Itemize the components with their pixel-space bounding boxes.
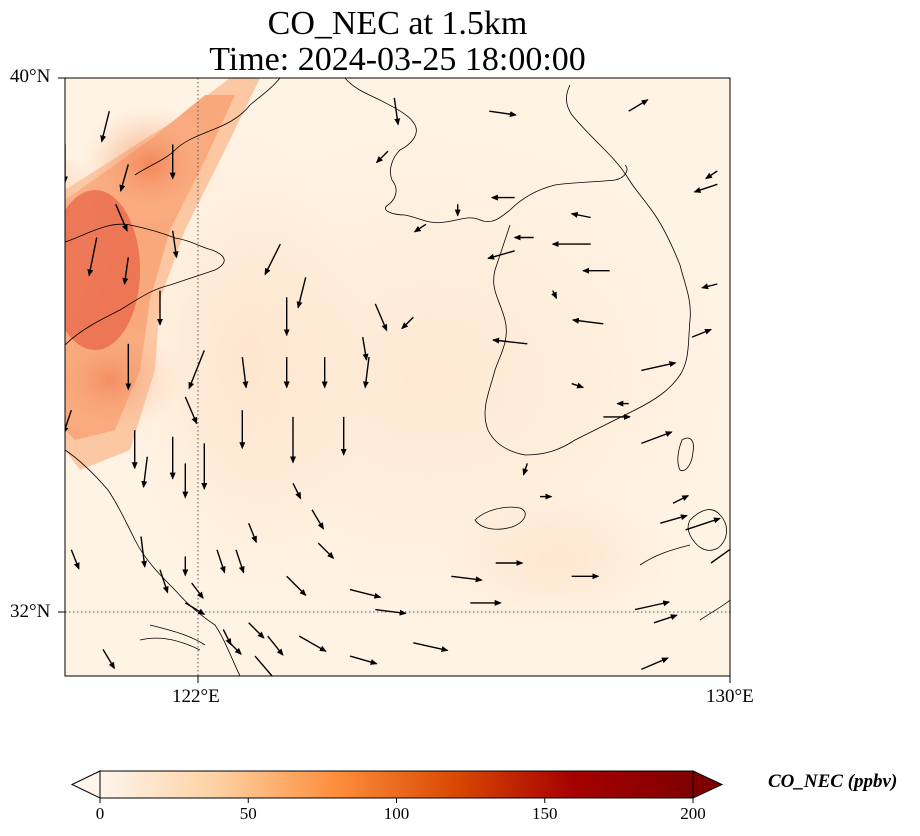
- colorbar-tick-label-0: 0: [95, 804, 105, 823]
- wind-arrow-72: [349, 588, 382, 599]
- wind-arrow-25: [296, 277, 307, 309]
- wind-arrow-81: [222, 629, 232, 646]
- lon-label-122e: 122°E: [172, 686, 220, 707]
- wind-arrow-93: [248, 622, 265, 639]
- wind-arrow-90: [159, 569, 169, 594]
- wind-arrow-27: [362, 336, 369, 361]
- wind-arrow-16: [184, 396, 198, 425]
- wind-arrow-2: [119, 164, 129, 192]
- wind-arrow-62: [522, 463, 529, 476]
- wind-arrow-37: [487, 250, 515, 260]
- colorbar-tick-label-1: 50: [239, 804, 257, 823]
- wind-arrow-33: [489, 110, 517, 118]
- wind-arrow-29: [375, 150, 389, 164]
- wind-arrow-67: [413, 642, 449, 653]
- wind-arrow-3: [115, 203, 128, 232]
- wind-arrow-53: [691, 328, 712, 338]
- wind-arrow-51: [693, 183, 718, 193]
- wind-arrow-54: [710, 548, 730, 564]
- wind-arrow-47: [641, 431, 673, 445]
- wind-arrow-83: [229, 642, 242, 655]
- wind-arrow-45: [641, 361, 677, 372]
- colorbar-extend-high: [692, 770, 724, 799]
- wind-arrow-57: [672, 494, 690, 504]
- wind-arrow-5: [87, 237, 98, 277]
- wind-arrow-22: [362, 357, 370, 389]
- colorbar-tick-label-4: 200: [680, 804, 706, 823]
- wind-arrow-1: [100, 111, 110, 143]
- wind-arrow-52: [701, 283, 718, 290]
- wind-arrow-28: [374, 303, 388, 332]
- wind-arrow-75: [254, 655, 273, 676]
- wind-arrow-17: [241, 357, 249, 389]
- wind-arrow-78: [248, 522, 257, 544]
- colorbar-extend-low: [70, 770, 101, 799]
- wind-arrow-66: [451, 575, 483, 583]
- wind-arrow-35: [401, 316, 414, 330]
- wind-arrow-69: [349, 655, 378, 665]
- map-frame: [64, 77, 731, 677]
- wind-arrow-40: [551, 290, 558, 300]
- wind-arrow-60: [641, 657, 669, 671]
- wind-arrow-49: [571, 382, 585, 389]
- wind-arrow-73: [311, 509, 325, 530]
- wind-arrow-88: [102, 649, 116, 670]
- wind-vectors: [65, 97, 730, 715]
- lat-label-32n: 32°N: [10, 601, 51, 622]
- axis-ticks: [58, 77, 731, 683]
- wind-arrow-14: [141, 456, 148, 489]
- wind-arrow-80: [216, 549, 226, 574]
- wind-arrow-7: [172, 230, 179, 259]
- wind-arrow-68: [375, 608, 407, 616]
- lat-label-40n: 40°N: [10, 66, 51, 87]
- wind-arrow-79: [235, 549, 245, 574]
- colorbar: [70, 770, 724, 803]
- coastlines: [65, 78, 730, 676]
- wind-arrow-58: [634, 600, 671, 611]
- wind-arrow-95: [268, 696, 283, 715]
- wind-arrow-71: [286, 575, 307, 597]
- wind-arrow-13: [65, 409, 72, 434]
- wind-arrow-36: [492, 337, 528, 345]
- wind-arrow-6: [122, 257, 129, 285]
- wind-arrow-87: [70, 549, 80, 570]
- map-area: [65, 78, 730, 715]
- lon-label-130e: 130°E: [706, 686, 754, 707]
- wind-arrow-92: [267, 635, 284, 656]
- colorbar-tick-label-2: 100: [383, 804, 410, 823]
- wind-arrow-55: [685, 517, 721, 531]
- wind-arrow-43: [570, 211, 591, 219]
- wind-arrow-32: [413, 223, 427, 233]
- wind-arrow-70: [298, 635, 327, 652]
- colorbar-gradient: [100, 771, 693, 798]
- wind-arrow-44: [628, 99, 649, 112]
- map-title: CO_NEC at 1.5km: [267, 5, 528, 42]
- wind-arrow-50: [705, 170, 718, 180]
- colorbar-ticks: [99, 798, 694, 803]
- wind-arrow-24: [264, 243, 281, 276]
- wind-arrow-74: [292, 482, 302, 500]
- wind-arrow-8: [188, 350, 205, 390]
- wind-arrow-77: [317, 542, 335, 560]
- wind-arrow-56: [660, 514, 688, 524]
- wind-arrow-30: [393, 97, 401, 126]
- colorbar-tick-label-3: 150: [532, 804, 558, 823]
- wind-arrow-59: [653, 614, 678, 624]
- colorbar-label: CO_NEC (ppbv): [768, 771, 898, 792]
- map-subtitle-time: Time: 2024-03-25 18:00:00: [209, 41, 586, 78]
- wind-arrow-89: [140, 536, 148, 568]
- wind-arrow-91: [191, 582, 204, 600]
- wind-arrow-42: [571, 317, 604, 325]
- wind-arrow-94: [287, 689, 310, 700]
- wind-arrow-84: [184, 602, 206, 615]
